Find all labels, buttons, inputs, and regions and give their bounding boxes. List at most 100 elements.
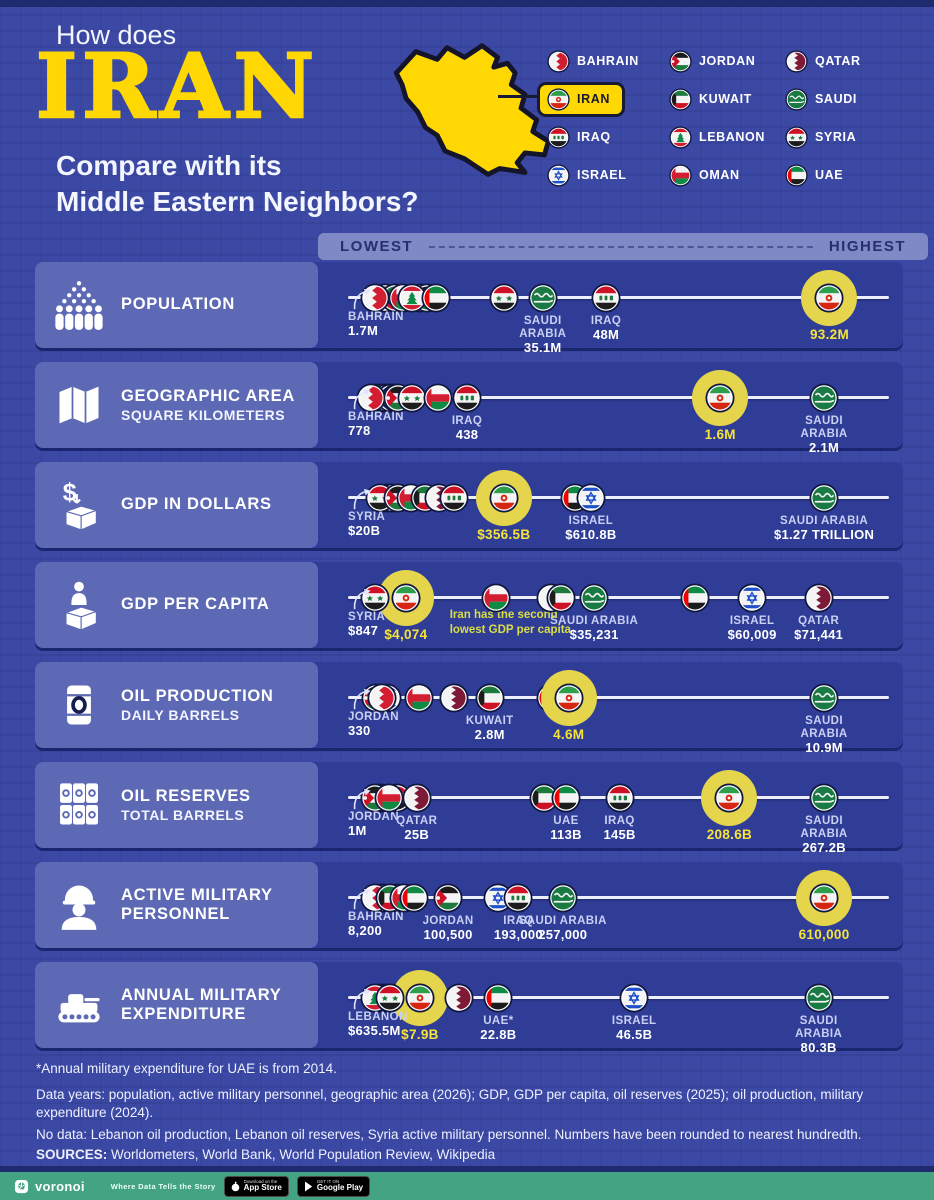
- callout-arrow-icon: [352, 387, 375, 412]
- marker-value: 145B: [603, 826, 636, 842]
- oil-reserves-icon: [51, 779, 107, 831]
- annotation-line2: lowest GDP per capita: [449, 623, 571, 636]
- marker-label-iran: 4.6M: [553, 727, 584, 742]
- marker-country-name: BAHRAIN: [348, 911, 404, 923]
- title-line3: Middle Eastern Neighbors?: [56, 186, 419, 217]
- marker-value: 35.1M: [523, 339, 562, 355]
- marker-label-bahrain: BAHRAIN 778: [348, 411, 404, 438]
- marker-label-saudi: SAUDI ARABIA $35,231: [550, 615, 638, 642]
- legend-label: SAUDI: [815, 92, 857, 106]
- row-label-card: ANNUAL MILITARY EXPENDITURE: [35, 962, 318, 1048]
- row-title: ACTIVE MILITARY PERSONNEL: [121, 885, 273, 923]
- footnote-no-data: No data: Lebanon oil production, Lebanon…: [36, 1127, 862, 1142]
- uae-flag-marker: [421, 283, 451, 313]
- iran-flag-marker: [489, 483, 519, 513]
- iraq-flag-marker: [439, 483, 469, 513]
- marker-value: 610,000: [798, 927, 850, 942]
- uae-flag-marker: [483, 983, 513, 1013]
- play-icon: [304, 1181, 313, 1191]
- iran-flag-marker: [809, 883, 839, 913]
- qatar-flag-icon: [785, 49, 808, 73]
- row-card-text: GDP IN DOLLARS: [121, 495, 311, 514]
- marker-label-uae: UAE* 22.8B: [480, 1015, 516, 1042]
- top-border: [0, 0, 934, 7]
- row-chart: JORDAN 1M QATAR 25B UAE 113B IRAQ 145B 208.6B SAU…: [348, 762, 889, 854]
- saudi-flag-marker: [548, 883, 578, 913]
- marker-label-israel: ISRAEL $60,009: [728, 615, 777, 642]
- legend-item-uae: UAE: [785, 163, 885, 187]
- oman-flag-marker: [374, 783, 404, 813]
- marker-country-name: QATAR: [396, 815, 438, 827]
- row-title: GDP IN DOLLARS: [121, 495, 272, 514]
- marker-value: $60,009: [727, 626, 777, 642]
- marker-label-syria: SYRIA $20B: [348, 511, 385, 538]
- map-icon: [51, 379, 107, 431]
- oman-flag-icon: [669, 163, 692, 187]
- marker-country-name: BAHRAIN: [348, 311, 404, 323]
- metric-row-gdp-per-capita: GDP PER CAPITA SYRIA $847 $4,074 SAUDI ARABI…: [35, 562, 903, 648]
- annotation-line1: Iran has the second: [449, 609, 558, 621]
- kuwait-flag-marker: [529, 783, 559, 813]
- row-title: POPULATION: [121, 295, 235, 314]
- metric-row-military-personnel: ACTIVE MILITARY PERSONNEL BAHRAIN 8,200 JOR…: [35, 862, 903, 948]
- oman-flag-marker: [423, 383, 453, 413]
- row-card-text: ACTIVE MILITARY PERSONNEL: [121, 886, 311, 925]
- marker-label-iraq: IRAQ 48M: [591, 315, 621, 342]
- marker-label-bahrain: BAHRAIN 8,200: [348, 911, 404, 938]
- scale-track: [348, 696, 889, 699]
- metric-row-oil-production: OIL PRODUCTION DAILY BARRELS JORDAN 330 KUWA…: [35, 662, 903, 754]
- scale-track: [348, 996, 889, 999]
- saudi-flag-marker: [809, 683, 839, 713]
- tank-icon: [51, 979, 107, 1031]
- metric-row-military-expenditure: ANNUAL MILITARY EXPENDITURE LEBANON $635.5…: [35, 962, 903, 1054]
- marker-value: 257,000: [538, 926, 588, 942]
- row-card-text: ANNUAL MILITARY EXPENDITURE: [121, 986, 311, 1025]
- legend-label: IRAQ: [577, 130, 611, 144]
- israel-flag-marker: [576, 483, 606, 513]
- qatar-flag-marker: [804, 583, 834, 613]
- marker-label-iran: $4,074: [384, 627, 427, 642]
- row-title: GDP PER CAPITA: [121, 595, 270, 614]
- marker-country-name: IRAQ: [503, 915, 534, 927]
- syria-flag-marker: [375, 983, 405, 1013]
- row-subtitle: DAILY BARRELS: [121, 707, 240, 724]
- legend-item-jordan: JORDAN: [669, 49, 785, 73]
- marker-country-name: SAUDI ARABIA: [800, 815, 848, 840]
- marker-country-name: KUWAIT: [465, 715, 514, 727]
- legend-label: BAHRAIN: [577, 54, 639, 68]
- legend-item-iraq: IRAQ: [547, 125, 669, 149]
- marker-country-name: SAUDI ARABIA: [780, 515, 869, 527]
- marker-value: $35,231: [569, 626, 619, 642]
- callout-arrow-icon: [352, 687, 375, 712]
- marker-value: 778: [348, 422, 371, 438]
- kuwait-flag-marker: [546, 583, 576, 613]
- marker-label-saudi: SAUDI ARABIA 267.2B: [792, 815, 857, 855]
- legend-item-kuwait: KUWAIT: [669, 87, 785, 111]
- marker-label-saudi: SAUDI ARABIA 80.3B: [783, 1015, 853, 1055]
- row-label-card: ACTIVE MILITARY PERSONNEL: [35, 862, 318, 948]
- badge-line2: App Store: [243, 1183, 282, 1193]
- marker-value: 113B: [550, 826, 582, 842]
- legend-label: KUWAIT: [699, 92, 752, 106]
- google-play-badge: GET IT ON Google Play: [296, 1175, 371, 1197]
- marker-country-name: QATAR: [798, 615, 840, 627]
- row-label-card: OIL PRODUCTION DAILY BARRELS: [35, 662, 318, 748]
- saudi-flag-marker: [804, 983, 834, 1013]
- marker-value: 80.3B: [800, 1039, 837, 1055]
- svg-text:$: $: [63, 479, 77, 507]
- marker-country-name: IRAQ: [604, 815, 635, 827]
- marker-value: $7.9B: [401, 1027, 439, 1042]
- callout-arrow-icon: [352, 287, 375, 312]
- marker-label-saudi: SAUDI ARABIA 10.9M: [792, 715, 857, 755]
- metric-row-oil-reserves: OIL RESERVES TOTAL BARRELS JORDAN 1M QATAR 25…: [35, 762, 903, 854]
- uae-flag-marker: [551, 783, 581, 813]
- qatar-flag-marker: [402, 783, 432, 813]
- marker-label-jordan: JORDAN 330: [348, 711, 399, 738]
- row-chart: LEBANON $635.5M $7.9B UAE* 22.8B ISRAEL 46.5B S…: [348, 962, 889, 1054]
- oman-flag-marker: [404, 683, 434, 713]
- iran-flag-marker: [814, 283, 845, 313]
- marker-value: $4,074: [384, 627, 428, 642]
- marker-value: $20B: [348, 522, 381, 538]
- footnote-data-years: Data years: population, active military …: [36, 1087, 864, 1121]
- iraq-flag-marker: [503, 883, 533, 913]
